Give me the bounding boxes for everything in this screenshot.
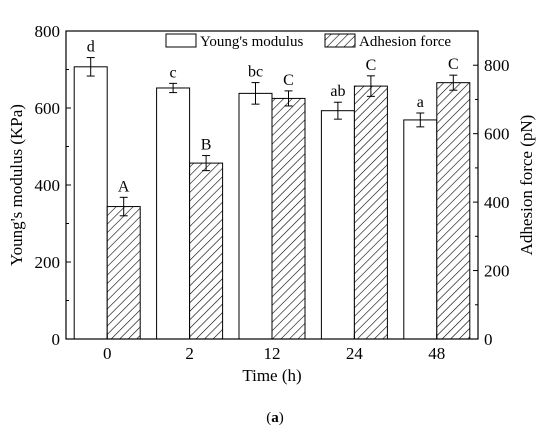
bar-youngs-modulus-0 [73,66,108,340]
significance-label: B [201,137,212,154]
error-bars-layer [86,57,458,217]
significance-label: c [170,64,177,81]
y-right-tick-label: 800 [484,56,510,75]
bar-adhesion-force-24 [353,85,388,340]
y-left-axis-title: Young's modulus (KPa) [7,104,26,266]
x-tick-label: 0 [103,344,112,363]
caption-prefix: ( [266,410,272,426]
bars-layer [73,66,471,340]
legend: Young's modulus Adhesion force [165,33,451,50]
bar-adhesion-force-2 [189,162,224,340]
y-right-tick-label: 200 [484,262,510,281]
y-left-tick-label: 0 [52,330,61,349]
x-tick-label: 12 [264,344,281,363]
y-left-tick-label: 400 [35,176,61,195]
bar-youngs-modulus-48 [403,119,438,340]
bar-adhesion-force-12 [271,97,306,340]
caption-letter: a [271,410,279,426]
bar-adhesion-force-0 [106,206,141,340]
figure-caption: (a) [0,410,550,427]
bar-adhesion-force-48 [436,82,471,340]
significance-label: C [448,56,459,73]
x-tick-label: 48 [428,344,445,363]
significance-label: a [417,94,424,111]
legend-label-adhesion-force: Adhesion force [359,34,451,50]
significance-labels-layer: d c bc ab a A B C C C [87,39,459,196]
legend-swatch-youngs-modulus [165,33,197,48]
bar-youngs-modulus-24 [320,110,355,340]
y-right-tick-label: 400 [484,193,510,212]
y-left-tick-label: 600 [35,99,61,118]
significance-label: ab [330,83,345,100]
x-axis-title: Time (h) [242,366,301,385]
significance-label: A [118,178,130,195]
y-right-tick-label: 0 [484,330,493,349]
significance-label: bc [248,64,263,81]
significance-label: C [283,72,294,89]
y-left-tick-label: 800 [35,22,61,41]
x-tick-label: 2 [185,344,194,363]
bar-youngs-modulus-12 [238,92,273,340]
legend-label-youngs-modulus: Young's modulus [200,34,303,50]
legend-swatch-adhesion-force [324,33,356,48]
axes-layer: 0 200 400 600 800 0 200 400 600 800 0 2 12 24 48 Time (… [7,22,536,385]
x-tick-label: 24 [346,344,364,363]
y-right-axis-title: Adhesion force (pN) [517,115,536,256]
significance-label: d [87,39,95,56]
significance-label: C [366,57,377,74]
y-right-tick-label: 600 [484,125,510,144]
bar-youngs-modulus-2 [156,87,191,340]
caption-suffix: ) [278,410,284,426]
y-left-tick-label: 200 [35,253,61,272]
